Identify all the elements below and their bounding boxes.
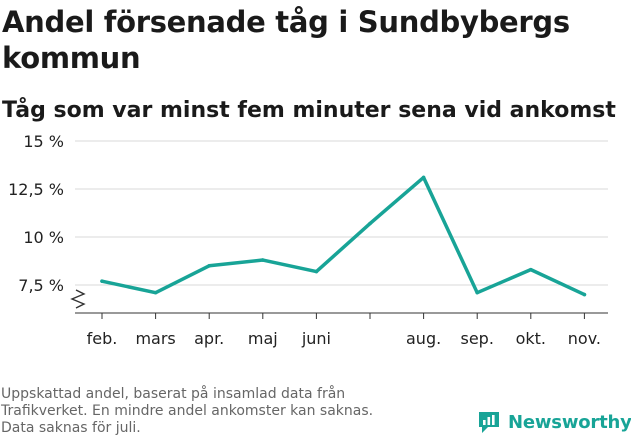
line-chart: 7,5 % 10 % 12,5 % 15 % feb. mars apr. maj juni a… [8, 132, 608, 348]
data-point [368, 221, 372, 226]
x-tick-label: sep. [460, 329, 493, 348]
y-tick-labels: 7,5 % 10 % 12,5 % 15 % [8, 132, 64, 295]
y-tick-label: 10 % [23, 228, 64, 247]
x-tick-label: maj [248, 329, 278, 348]
y-tick-label: 12,5 % [8, 180, 64, 199]
x-tick-label: okt. [516, 329, 546, 348]
newsworthy-icon [479, 412, 499, 433]
series-line [100, 175, 587, 297]
x-tick-label: feb. [87, 329, 118, 348]
x-axis: feb. mars apr. maj juni aug. sep. okt. nov. [75, 312, 608, 348]
data-point [475, 290, 480, 295]
footnote-line: Data saknas för juli. [1, 420, 141, 436]
y-tick-label: 7,5 % [18, 276, 64, 295]
data-point [207, 264, 211, 268]
data-point [314, 269, 319, 274]
data-point [582, 292, 587, 297]
data-point [153, 290, 158, 295]
axis-break-symbol [70, 289, 86, 309]
newsworthy-logo: Newsworthy [476, 408, 631, 436]
footnote-line: Uppskattad andel, baserat på insamlad da… [1, 386, 346, 402]
x-tick-label: nov. [568, 329, 601, 348]
data-point [100, 279, 104, 283]
x-tick-label: apr. [194, 329, 224, 348]
grid-layer [75, 140, 608, 286]
chart-subtitle: Tåg som var minst fem minuter sena vid a… [2, 98, 616, 123]
data-point [529, 267, 533, 272]
footnote: Uppskattad andel, baserat på insamlad da… [1, 386, 431, 437]
footnote-line: Trafikverket. En mindre andel ankomster … [1, 403, 374, 419]
axis-break [70, 289, 86, 309]
brand-name: Newsworthy [508, 411, 631, 433]
chart-title: Andel försenade tåg i Sundbybergs kommun [2, 5, 570, 75]
x-tick-label: juni [301, 329, 331, 348]
x-tick-label: mars [135, 329, 175, 348]
data-point [261, 258, 265, 262]
x-tick-label: aug. [406, 329, 441, 348]
series-layer [100, 175, 587, 297]
data-point [421, 175, 426, 180]
y-tick-label: 15 % [23, 132, 64, 151]
